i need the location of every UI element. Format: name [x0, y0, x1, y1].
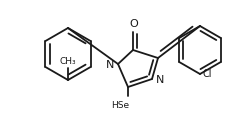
- Text: N: N: [105, 60, 114, 70]
- Text: O: O: [129, 19, 138, 29]
- Text: N: N: [156, 75, 164, 85]
- Text: Cl: Cl: [202, 69, 212, 79]
- Text: HSe: HSe: [110, 101, 128, 110]
- Text: CH₃: CH₃: [60, 57, 76, 66]
